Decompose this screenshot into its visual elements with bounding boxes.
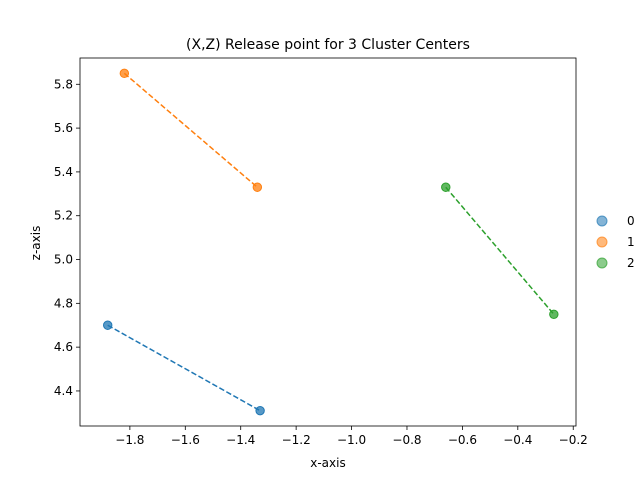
- y-axis-label: z-axis: [29, 226, 43, 261]
- x-tick-label: −1.6: [171, 433, 200, 447]
- series-2-point: [441, 182, 451, 192]
- x-tick-label: −0.6: [448, 433, 477, 447]
- x-tick-label: −1.2: [282, 433, 311, 447]
- legend-label-0: 0: [627, 214, 635, 228]
- axes-frame: [79, 57, 577, 427]
- legend-label-2: 2: [627, 256, 635, 270]
- legend-marker-2: [596, 257, 608, 269]
- y-tick-label: 5.2: [54, 209, 73, 223]
- x-tick-label: −0.4: [503, 433, 532, 447]
- legend: 0 1 2: [596, 214, 635, 270]
- y-tick-label: 4.8: [54, 296, 73, 310]
- x-axis-label: x-axis: [310, 456, 345, 470]
- x-tick-label: −0.2: [559, 433, 588, 447]
- y-axis-ticks: 4.4 4.6 4.8 5.0 5.2 5.4 5.6 5.8: [54, 77, 80, 398]
- x-tick-label: −0.8: [392, 433, 421, 447]
- y-tick-label: 4.4: [54, 384, 73, 398]
- series-1-point: [119, 68, 130, 79]
- y-tick-label: 5.6: [54, 121, 73, 135]
- x-tick-label: −1.0: [337, 433, 366, 447]
- series-2-point: [549, 309, 559, 319]
- legend-marker-1: [596, 236, 608, 248]
- y-tick-label: 5.0: [54, 253, 73, 267]
- series-0-point: [103, 320, 113, 330]
- series-0-point: [255, 405, 265, 416]
- y-tick-label: 5.8: [54, 77, 73, 91]
- y-tick-label: 4.6: [54, 340, 73, 354]
- y-tick-label: 5.4: [54, 165, 73, 179]
- series-0-line: [107, 324, 261, 412]
- series-1-line: [123, 72, 258, 188]
- series-2-line: [445, 186, 555, 315]
- chart-title: (X,Z) Release point for 3 Cluster Center…: [186, 37, 470, 53]
- x-axis-ticks: −1.8 −1.6 −1.4 −1.2 −1.0 −0.8 −0.6 −0.4 −0.2: [115, 426, 588, 447]
- x-tick-label: −1.8: [115, 433, 144, 447]
- plot-area: [103, 68, 559, 416]
- legend-label-1: 1: [627, 235, 635, 249]
- legend-marker-0: [596, 215, 608, 227]
- series-1-point: [252, 182, 263, 192]
- x-tick-label: −1.4: [226, 433, 255, 447]
